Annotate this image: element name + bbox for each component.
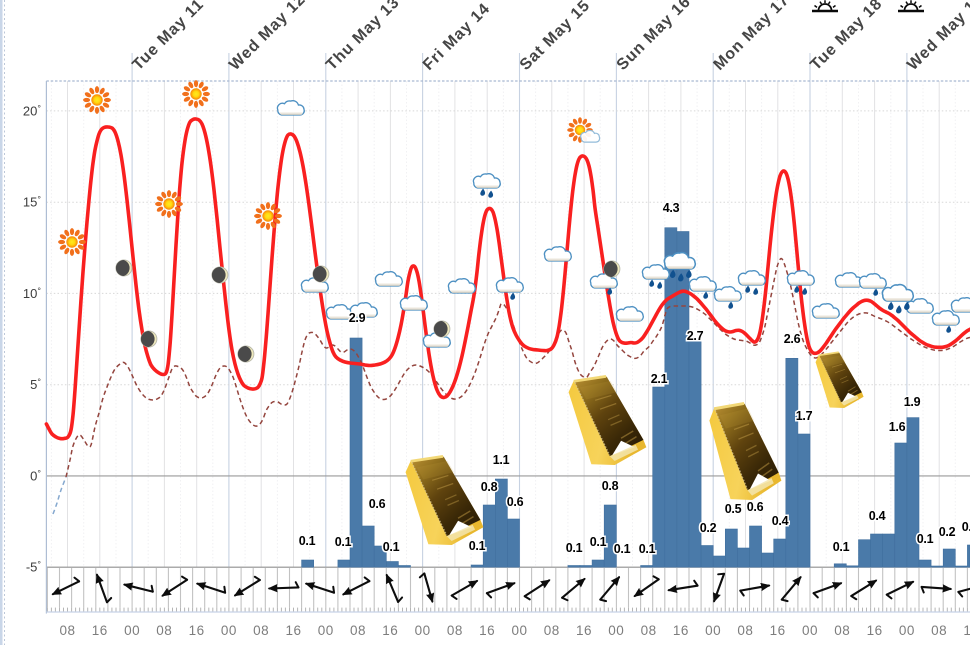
svg-text:08: 08 xyxy=(156,623,172,638)
svg-text:0.1: 0.1 xyxy=(566,541,583,555)
svg-text:0.2: 0.2 xyxy=(700,521,717,535)
svg-text:1.6: 1.6 xyxy=(889,420,906,434)
svg-text:0.4: 0.4 xyxy=(869,509,886,523)
svg-text:0.1: 0.1 xyxy=(335,535,352,549)
svg-text:20°: 20° xyxy=(23,103,41,118)
svg-text:00: 00 xyxy=(221,623,237,638)
svg-text:0.1: 0.1 xyxy=(833,540,850,554)
svg-text:16: 16 xyxy=(963,623,970,638)
svg-text:2.6: 2.6 xyxy=(784,332,801,346)
svg-text:08: 08 xyxy=(59,623,75,638)
svg-text:16: 16 xyxy=(576,623,592,638)
svg-text:08: 08 xyxy=(834,623,850,638)
svg-text:08: 08 xyxy=(931,623,947,638)
svg-text:08: 08 xyxy=(447,623,463,638)
svg-text:0.1: 0.1 xyxy=(469,539,486,553)
svg-text:1.7: 1.7 xyxy=(796,409,813,423)
svg-text:0.8: 0.8 xyxy=(602,479,619,493)
svg-text:00: 00 xyxy=(899,623,915,638)
svg-text:15°: 15° xyxy=(23,195,41,210)
svg-text:00: 00 xyxy=(511,623,527,638)
svg-text:0.1: 0.1 xyxy=(590,535,607,549)
svg-text:08: 08 xyxy=(544,623,560,638)
svg-text:16: 16 xyxy=(867,623,883,638)
svg-text:0.6: 0.6 xyxy=(369,497,386,511)
svg-text:0.4: 0.4 xyxy=(772,514,789,528)
svg-text:4.3: 4.3 xyxy=(663,201,680,215)
svg-text:0.1: 0.1 xyxy=(299,534,316,548)
svg-text:0.1: 0.1 xyxy=(639,542,656,556)
svg-text:00: 00 xyxy=(802,623,818,638)
svg-text:00: 00 xyxy=(124,623,140,638)
svg-text:08: 08 xyxy=(737,623,753,638)
svg-text:2.9: 2.9 xyxy=(349,311,366,325)
svg-text:0.1: 0.1 xyxy=(614,542,631,556)
svg-text:16: 16 xyxy=(92,623,108,638)
svg-text:0.1: 0.1 xyxy=(917,532,934,546)
svg-text:16: 16 xyxy=(770,623,786,638)
svg-text:0.6: 0.6 xyxy=(747,500,764,514)
svg-text:5°: 5° xyxy=(30,377,41,392)
svg-text:16: 16 xyxy=(479,623,495,638)
svg-text:0.5: 0.5 xyxy=(725,502,742,516)
svg-text:1.9: 1.9 xyxy=(904,395,921,409)
svg-text:2.7: 2.7 xyxy=(687,329,704,343)
svg-text:0.6: 0.6 xyxy=(507,495,524,509)
svg-text:08: 08 xyxy=(253,623,269,638)
svg-text:00: 00 xyxy=(318,623,334,638)
svg-text:2.1: 2.1 xyxy=(651,372,668,386)
svg-text:00: 00 xyxy=(705,623,721,638)
svg-text:0.2: 0.2 xyxy=(939,525,956,539)
svg-text:16: 16 xyxy=(189,623,205,638)
svg-text:0.6: 0.6 xyxy=(962,520,970,534)
svg-text:10°: 10° xyxy=(23,286,41,301)
svg-text:08: 08 xyxy=(350,623,366,638)
svg-text:16: 16 xyxy=(285,623,301,638)
svg-text:00: 00 xyxy=(415,623,431,638)
svg-text:0°: 0° xyxy=(30,468,41,483)
svg-text:16: 16 xyxy=(673,623,689,638)
svg-text:1.1: 1.1 xyxy=(493,453,510,467)
svg-text:0.8: 0.8 xyxy=(481,480,498,494)
svg-text:16: 16 xyxy=(382,623,398,638)
svg-text:08: 08 xyxy=(641,623,657,638)
svg-text:0.1: 0.1 xyxy=(383,540,400,554)
svg-text:00: 00 xyxy=(608,623,624,638)
